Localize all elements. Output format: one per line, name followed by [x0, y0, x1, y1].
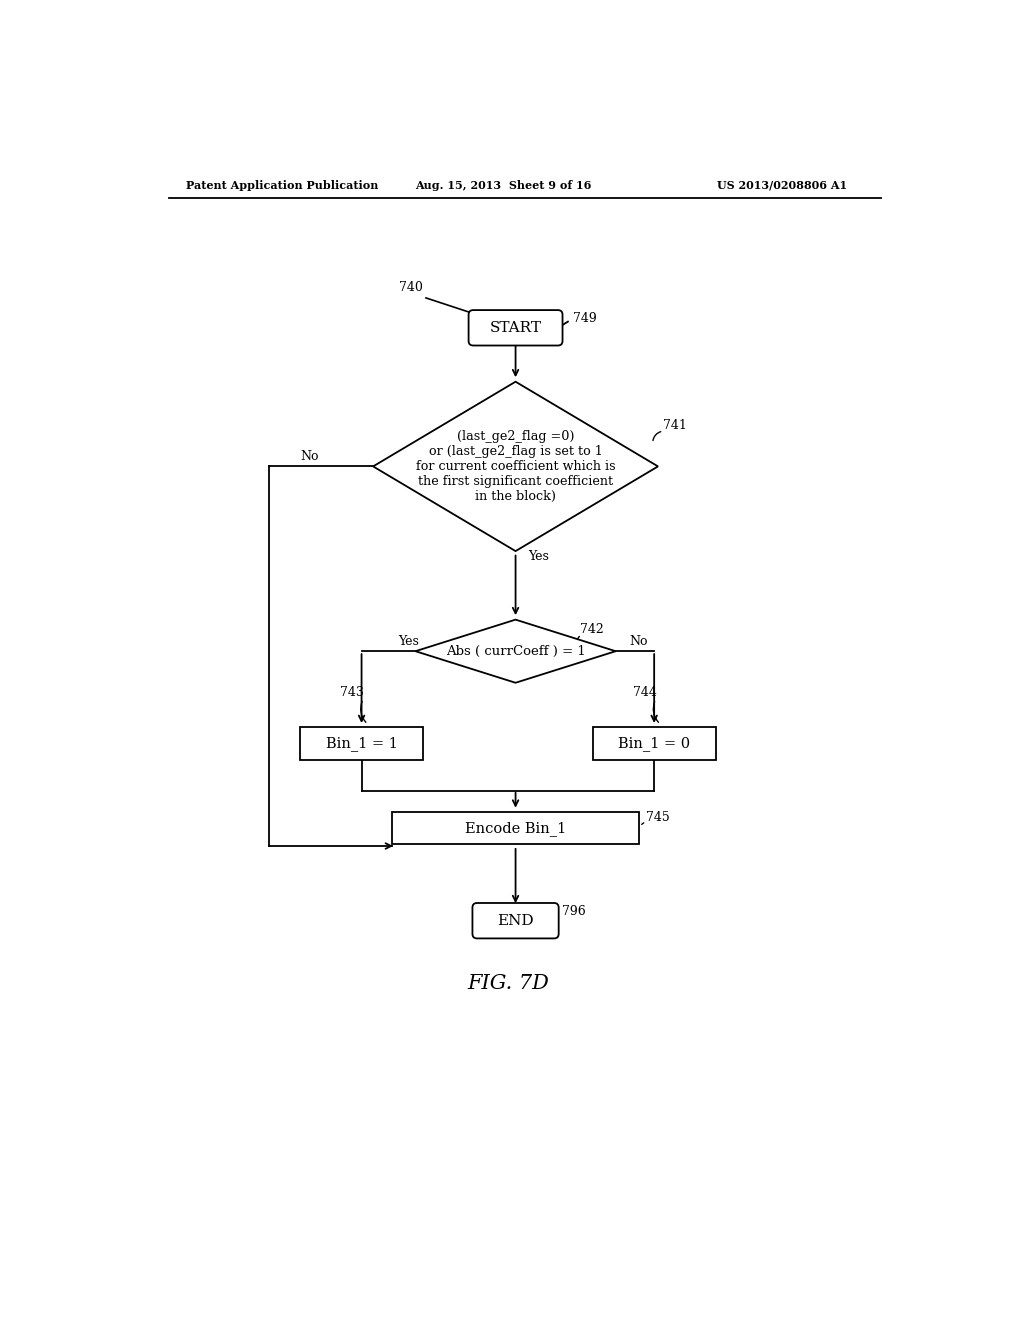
Text: (last_ge2_flag =0)
or (last_ge2_flag is set to 1
for current coefficient which i: (last_ge2_flag =0) or (last_ge2_flag is …	[416, 430, 615, 503]
Text: Yes: Yes	[528, 550, 549, 564]
Text: 740: 740	[398, 281, 422, 294]
Text: 796: 796	[562, 904, 586, 917]
Text: 749: 749	[573, 312, 597, 325]
Text: Abs ( currCoeff ) = 1: Abs ( currCoeff ) = 1	[445, 644, 586, 657]
Text: Bin_1 = 1: Bin_1 = 1	[326, 737, 397, 751]
Text: 741: 741	[664, 420, 687, 433]
Text: No: No	[300, 450, 318, 463]
Text: Bin_1 = 0: Bin_1 = 0	[618, 737, 690, 751]
Text: 742: 742	[581, 623, 604, 636]
Polygon shape	[373, 381, 658, 552]
Bar	[593, 727, 716, 760]
FancyBboxPatch shape	[472, 903, 559, 939]
Text: 745: 745	[646, 810, 671, 824]
Text: No: No	[630, 635, 648, 648]
Text: Yes: Yes	[398, 635, 420, 648]
FancyBboxPatch shape	[469, 310, 562, 346]
Bar	[300, 727, 423, 760]
Text: US 2013/0208806 A1: US 2013/0208806 A1	[717, 180, 848, 191]
Text: 744: 744	[633, 686, 656, 698]
Text: END: END	[498, 913, 534, 928]
Text: FIG. 7D: FIG. 7D	[467, 974, 549, 994]
Text: Encode Bin_1: Encode Bin_1	[465, 821, 566, 836]
Text: Aug. 15, 2013  Sheet 9 of 16: Aug. 15, 2013 Sheet 9 of 16	[416, 180, 592, 191]
Text: START: START	[489, 321, 542, 335]
Polygon shape	[416, 619, 615, 682]
Text: Patent Application Publication: Patent Application Publication	[186, 180, 379, 191]
Text: 743: 743	[340, 686, 364, 698]
Bar	[392, 812, 639, 845]
